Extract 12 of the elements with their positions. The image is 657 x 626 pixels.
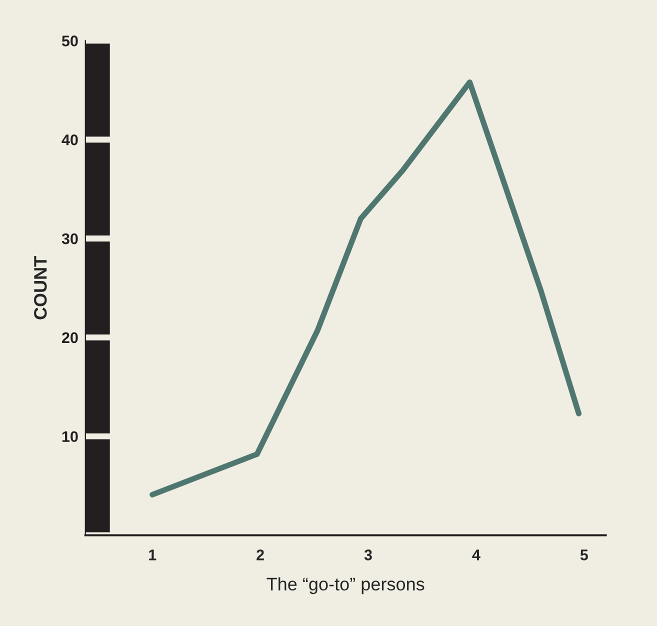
y-tick-label: 20 bbox=[62, 332, 78, 344]
x-tick-label: 4 bbox=[472, 550, 480, 560]
y-tick-label: 10 bbox=[62, 431, 78, 442]
x-axis-title: The “go-to” persons bbox=[266, 577, 424, 594]
x-tick-label: 1 bbox=[149, 550, 156, 560]
y-axis-title: COUNT bbox=[34, 256, 47, 320]
y-tick-label: 40 bbox=[62, 134, 78, 146]
y-tick-label: 50 bbox=[62, 36, 78, 46]
y-tick-label: 30 bbox=[62, 233, 78, 244]
x-tick-label: 5 bbox=[580, 550, 588, 560]
x-tick-label: 3 bbox=[364, 550, 372, 560]
x-tick-label: 2 bbox=[256, 550, 264, 560]
